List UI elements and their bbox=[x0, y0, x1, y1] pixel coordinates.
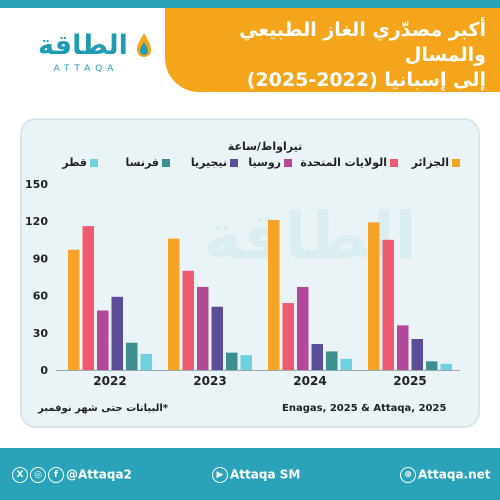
instagram-icon: ◎ bbox=[30, 467, 46, 483]
chart-title: أكبر مصدّري الغاز الطبيعي والمسال إلى إس… bbox=[176, 18, 486, 93]
legend-item-nigeria: نيجيريا bbox=[191, 156, 238, 170]
bar bbox=[311, 343, 323, 370]
bar bbox=[368, 222, 380, 370]
y-tick-label: 120 bbox=[25, 215, 48, 228]
footer-website[interactable]: ⊕ Attaqa.net bbox=[400, 467, 491, 483]
y-tick-label: 90 bbox=[33, 252, 49, 265]
bar bbox=[97, 310, 109, 370]
bar bbox=[240, 355, 252, 370]
watermark-logo: الطاقة bbox=[203, 200, 417, 274]
facebook-icon: f bbox=[48, 467, 64, 483]
flame-drop-icon bbox=[137, 33, 151, 57]
footer-website-label: Attaqa.net bbox=[418, 467, 491, 482]
data-note: *البيانات حتى شهر نوفمبر bbox=[38, 403, 168, 414]
top-accent-bar bbox=[0, 0, 500, 8]
bar bbox=[282, 303, 294, 370]
title-line-2: إلى إسبانيا (2022-2025) bbox=[246, 69, 486, 91]
title-box: أكبر مصدّري الغاز الطبيعي والمسال إلى إس… bbox=[165, 8, 500, 92]
bar bbox=[426, 361, 438, 370]
legend-swatch bbox=[90, 159, 98, 167]
title-line-1: أكبر مصدّري الغاز الطبيعي والمسال bbox=[239, 19, 486, 66]
y-tick-label: 30 bbox=[33, 327, 49, 340]
bar bbox=[82, 226, 94, 370]
bar bbox=[140, 353, 152, 370]
legend-label: قطر bbox=[62, 156, 87, 169]
globe-icon: ⊕ bbox=[400, 467, 416, 483]
logo-english: ATTAQA bbox=[53, 64, 119, 74]
bar bbox=[382, 239, 394, 370]
attaqa-logo: الطاقة ATTAQA bbox=[28, 28, 153, 84]
legend-label: الولايات المتحدة bbox=[300, 156, 387, 169]
legend-label: فرنسا bbox=[125, 156, 160, 169]
legend-swatch bbox=[162, 159, 170, 167]
source-note: Enagas, 2025 & Attaqa, 2025 bbox=[282, 403, 447, 414]
legend-label: الجزائر bbox=[411, 156, 449, 169]
bar bbox=[126, 342, 138, 370]
legend-item-algeria: الجزائر bbox=[412, 156, 460, 170]
bar bbox=[68, 249, 80, 370]
bar bbox=[326, 351, 338, 370]
footer-video[interactable]: ▶ Attaqa SM bbox=[212, 467, 300, 483]
footer-video-label: Attaqa SM bbox=[230, 467, 301, 482]
legend-label: نيجيريا bbox=[190, 156, 227, 169]
x-tick-label: 2022 bbox=[93, 374, 126, 388]
bar bbox=[440, 363, 452, 370]
x-tick-label: 2024 bbox=[293, 374, 326, 388]
legend: الجزائر الولايات المتحدة روسيا نيجيريا ف… bbox=[40, 156, 460, 170]
x-tick-label: 2025 bbox=[393, 374, 426, 388]
bar bbox=[411, 339, 423, 370]
bar bbox=[397, 325, 409, 370]
legend-swatch bbox=[230, 159, 238, 167]
legend-item-qatar: قطر bbox=[62, 156, 98, 170]
footer-social-handle: @Attaqa2 bbox=[66, 467, 132, 482]
bar bbox=[297, 286, 309, 370]
bar bbox=[226, 352, 238, 370]
legend-label: روسيا bbox=[248, 156, 281, 169]
x-icon: X bbox=[12, 467, 28, 483]
bar bbox=[340, 358, 352, 370]
footer-social[interactable]: X ◎ f @Attaqa2 bbox=[12, 467, 132, 483]
x-tick-label: 2023 bbox=[193, 374, 226, 388]
bar bbox=[211, 306, 223, 370]
legend-swatch bbox=[390, 159, 398, 167]
bar bbox=[168, 238, 180, 370]
legend-item-usa: الولايات المتحدة bbox=[300, 156, 398, 170]
bar bbox=[111, 296, 123, 370]
legend-swatch bbox=[284, 159, 292, 167]
bar bbox=[197, 286, 209, 370]
bar bbox=[268, 219, 280, 370]
legend-swatch bbox=[452, 159, 460, 167]
logo-arabic: الطاقة bbox=[38, 30, 128, 61]
y-tick-label: 0 bbox=[40, 364, 48, 377]
legend-item-france: فرنسا bbox=[125, 156, 170, 170]
unit-label: تيراواط/ساعة bbox=[227, 140, 303, 153]
play-icon: ▶ bbox=[212, 467, 228, 483]
y-tick-label: 150 bbox=[25, 178, 48, 191]
bar bbox=[182, 270, 194, 370]
footer: X ◎ f @Attaqa2 ▶ Attaqa SM ⊕ Attaqa.net bbox=[0, 448, 500, 500]
y-tick-label: 60 bbox=[33, 290, 49, 303]
chart-panel bbox=[20, 118, 480, 428]
legend-item-russia: روسيا bbox=[248, 156, 292, 170]
